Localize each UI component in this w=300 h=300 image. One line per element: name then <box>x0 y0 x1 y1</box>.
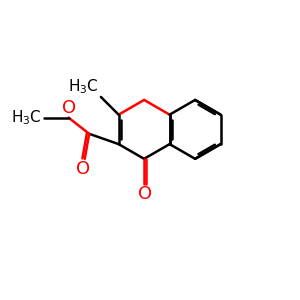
Text: H$_3$C: H$_3$C <box>11 108 41 127</box>
Text: O: O <box>138 185 152 203</box>
Text: H$_3$C: H$_3$C <box>68 77 99 96</box>
Text: O: O <box>76 160 90 178</box>
Text: O: O <box>62 99 76 117</box>
